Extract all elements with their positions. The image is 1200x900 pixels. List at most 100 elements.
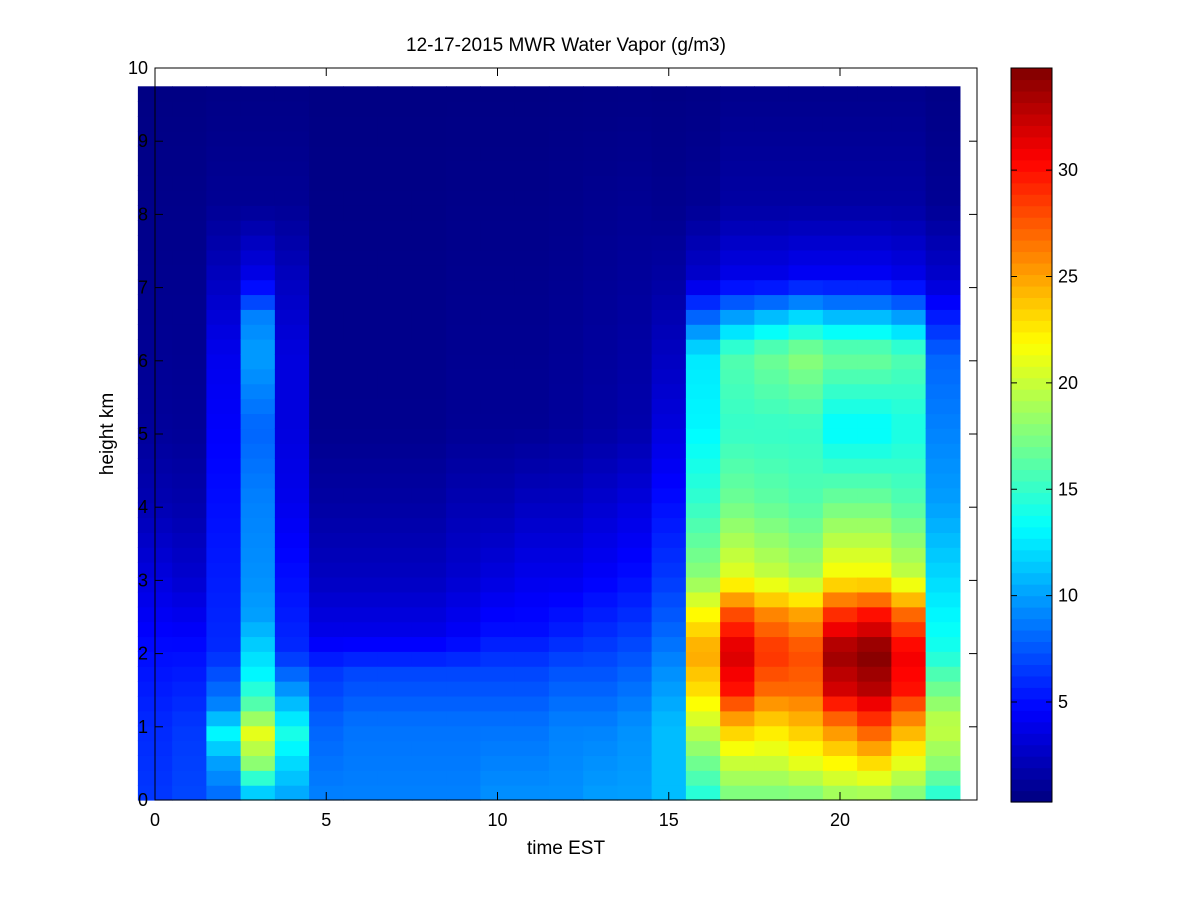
heatmap-cell xyxy=(172,606,207,623)
heatmap-cell xyxy=(925,324,961,340)
heatmap-cell xyxy=(480,725,516,742)
heatmap-cell xyxy=(754,368,790,385)
heatmap-cell xyxy=(857,220,892,236)
heatmap-cell xyxy=(720,324,755,340)
heatmap-cell xyxy=(377,487,413,504)
heatmap-cell xyxy=(343,651,379,667)
heatmap-cell xyxy=(720,755,755,771)
heatmap-cell xyxy=(377,309,413,325)
heatmap-cell xyxy=(788,413,824,429)
heatmap-cell xyxy=(788,576,824,593)
heatmap-cell xyxy=(857,264,892,281)
heatmap-cell xyxy=(309,443,344,459)
heatmap-cell xyxy=(720,190,755,206)
heatmap-cell xyxy=(925,116,961,132)
heatmap-cell xyxy=(548,175,584,191)
heatmap-cell xyxy=(411,740,447,756)
heatmap-cell xyxy=(925,398,961,415)
heatmap-cell xyxy=(240,339,276,355)
heatmap-cell xyxy=(446,234,481,251)
heatmap-cell xyxy=(857,562,892,578)
heatmap-cell xyxy=(891,636,927,652)
heatmap-cell xyxy=(309,116,344,132)
heatmap-cell xyxy=(685,175,721,191)
heatmap-cell xyxy=(651,725,687,742)
heatmap-cell xyxy=(822,517,858,533)
heatmap-cell xyxy=(240,175,276,191)
heatmap-cell xyxy=(377,368,413,385)
heatmap-cell xyxy=(309,398,344,415)
heatmap-cell xyxy=(309,294,344,310)
heatmap-cell xyxy=(617,294,653,310)
heatmap-cell xyxy=(343,576,379,593)
heatmap-cell xyxy=(411,234,447,251)
heatmap-cell xyxy=(411,205,447,221)
heatmap-cell xyxy=(480,130,516,147)
heatmap-cell xyxy=(377,101,413,117)
heatmap-cell xyxy=(925,145,961,162)
heatmap-cell xyxy=(377,205,413,221)
heatmap-cell xyxy=(240,651,276,667)
heatmap-cell xyxy=(172,666,207,682)
heatmap-cell xyxy=(925,339,961,355)
heatmap-cell xyxy=(377,458,413,474)
heatmap-cell xyxy=(514,636,550,652)
heatmap-cell xyxy=(446,472,481,489)
heatmap-cell xyxy=(857,710,892,727)
heatmap-cell xyxy=(891,324,927,340)
heatmap-cell xyxy=(480,309,516,325)
x-tick-label: 15 xyxy=(659,810,679,830)
heatmap-cell xyxy=(240,353,276,370)
heatmap-cell xyxy=(720,101,755,117)
heatmap-cell xyxy=(925,249,961,266)
heatmap-cell xyxy=(411,339,447,355)
heatmap-cell xyxy=(206,606,242,623)
heatmap-cell xyxy=(925,666,961,682)
heatmap-cell xyxy=(240,294,276,310)
heatmap-cell xyxy=(480,710,516,727)
colorbar-tick-label: 20 xyxy=(1058,373,1078,393)
heatmap-cell xyxy=(411,458,447,474)
heatmap-cell xyxy=(377,502,413,519)
heatmap-cell xyxy=(377,428,413,444)
heatmap-cell xyxy=(754,517,790,533)
heatmap-cell xyxy=(274,309,310,325)
heatmap-cell xyxy=(754,279,790,296)
heatmap-cell xyxy=(583,458,618,474)
heatmap-cell xyxy=(651,264,687,281)
heatmap-cell xyxy=(343,130,379,147)
heatmap-cell xyxy=(857,279,892,296)
heatmap-cell xyxy=(788,294,824,310)
heatmap-cell xyxy=(514,130,550,147)
heatmap-cell xyxy=(411,606,447,623)
heatmap-cell xyxy=(206,383,242,400)
heatmap-cell xyxy=(720,681,755,697)
heatmap-cell xyxy=(822,101,858,117)
heatmap-cell xyxy=(514,220,550,236)
heatmap-cell xyxy=(480,428,516,444)
heatmap-cell xyxy=(925,205,961,221)
heatmap-cell xyxy=(172,576,207,593)
heatmap-cell xyxy=(651,547,687,563)
y-axis-ticks: 0 1 2 3 4 5 6 7 8 9 10 xyxy=(128,58,977,810)
heatmap-cell xyxy=(343,101,379,117)
heatmap-cell xyxy=(548,264,584,281)
heatmap-cell xyxy=(206,101,242,117)
y-tick-label: 6 xyxy=(138,351,148,371)
heatmap-cell xyxy=(720,220,755,236)
heatmap-cell xyxy=(651,666,687,682)
heatmap-cell xyxy=(206,666,242,682)
heatmap-cell xyxy=(754,175,790,191)
heatmap-cell xyxy=(617,562,653,578)
heatmap-cell xyxy=(240,190,276,206)
heatmap-cell xyxy=(548,190,584,206)
heatmap-cell xyxy=(651,770,687,786)
heatmap-cell xyxy=(754,591,790,608)
heatmap-cell xyxy=(788,220,824,236)
heatmap-cell xyxy=(343,770,379,786)
heatmap-cell xyxy=(583,175,618,191)
heatmap-cell xyxy=(309,576,344,593)
colorbar-segment xyxy=(1011,790,1052,803)
heatmap-cell xyxy=(206,279,242,296)
heatmap-cell xyxy=(617,487,653,504)
